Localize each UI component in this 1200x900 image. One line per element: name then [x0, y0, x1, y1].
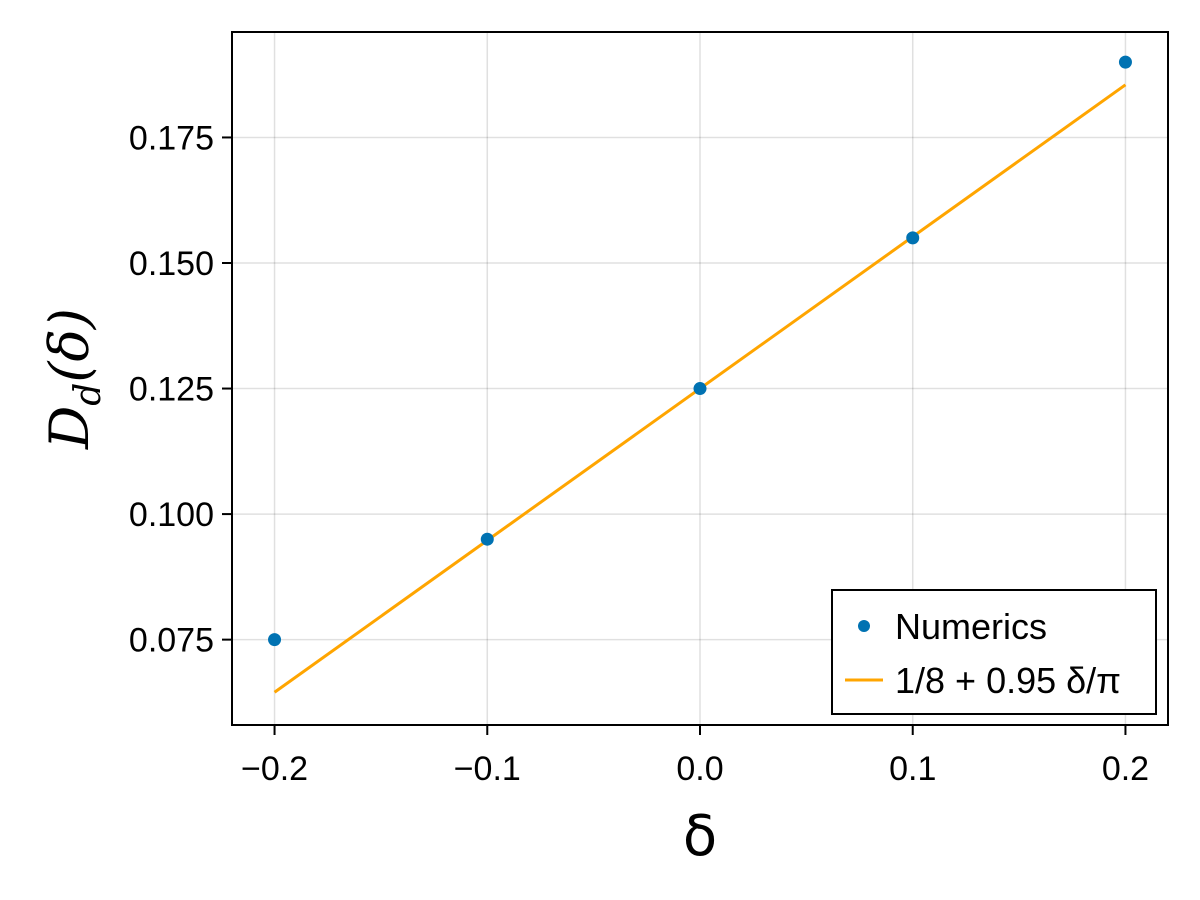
y-axis-label-base: D [38, 406, 101, 450]
x-tick-label: −0.1 [454, 750, 521, 788]
y-tick-label: 0.150 [129, 245, 214, 283]
axis-layer: −0.2 −0.1 0.0 0.1 0.2 0.075 0.100 0.125 0.150 0.1… [129, 119, 1149, 788]
data-point [268, 633, 282, 647]
legend-marker-numerics [858, 620, 870, 632]
y-tick-label: 0.175 [129, 119, 214, 157]
legend-label-fit: 1/8 + 0.95 δ/π [895, 660, 1121, 701]
legend-box [831, 589, 1157, 715]
x-tick-label: −0.2 [241, 750, 308, 788]
data-point [480, 532, 494, 546]
y-tick-label: 0.125 [129, 371, 214, 409]
x-tick-label: 0.1 [889, 750, 936, 788]
y-axis-label-sub: d [68, 383, 109, 406]
x-axis-label: δ [683, 804, 717, 869]
legend: Numerics 1/8 + 0.95 δ/π [831, 589, 1157, 715]
data-point [1118, 55, 1132, 69]
y-axis-label-arg: (δ) [38, 308, 101, 383]
x-tick-label: 0.2 [1102, 750, 1149, 788]
y-tick-label: 0.075 [129, 622, 214, 660]
y-axis-label: Dd(δ) [38, 308, 109, 450]
data-point [693, 382, 707, 396]
legend-label-numerics: Numerics [895, 606, 1047, 647]
grid-layer [232, 32, 1168, 725]
series-layer [268, 55, 1132, 694]
y-tick-label: 0.100 [129, 496, 214, 534]
data-point [906, 231, 920, 245]
x-tick-label: 0.0 [676, 750, 723, 788]
